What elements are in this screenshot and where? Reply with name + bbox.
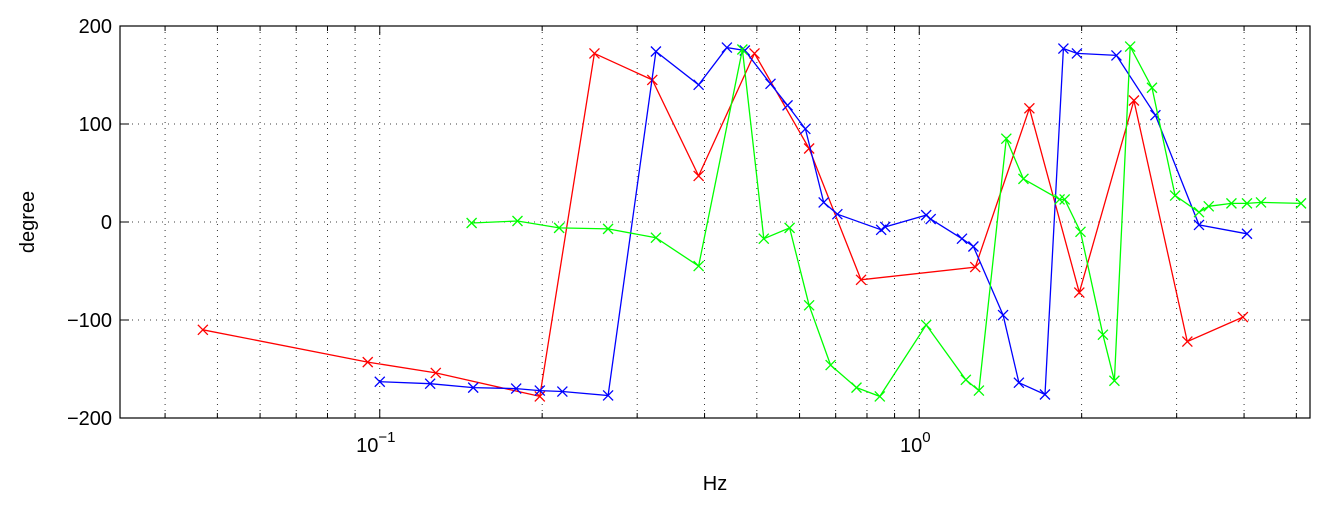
data-point: [1124, 41, 1136, 53]
data-point: [967, 241, 979, 252]
data-point: [650, 46, 662, 57]
data-point: [736, 44, 748, 55]
data-point: [1255, 196, 1267, 208]
data-point: [556, 386, 568, 397]
data-point: [1075, 226, 1086, 238]
data-point: [1057, 43, 1069, 54]
data-point: [1097, 329, 1109, 341]
series-2: [466, 41, 1307, 402]
data-point: [1059, 194, 1071, 205]
data-point: [374, 376, 386, 388]
data-point: [969, 261, 981, 273]
y-axis-label: degree: [17, 191, 39, 253]
data-point: [1128, 95, 1140, 106]
series-line: [202, 51, 1244, 398]
axis-ticks: [120, 25, 1310, 419]
data-point: [784, 222, 796, 234]
data-point: [997, 309, 1009, 321]
y-tick-label: 100: [79, 114, 112, 136]
data-point: [588, 47, 600, 59]
data-point: [782, 99, 794, 111]
data-point: [1017, 173, 1029, 185]
data-point: [693, 79, 705, 91]
y-tick-label: 200: [79, 16, 112, 38]
data-point: [855, 274, 867, 286]
data-point: [799, 123, 811, 135]
data-point: [1039, 389, 1051, 400]
data-point: [1237, 311, 1249, 323]
data-point: [602, 223, 614, 235]
x-tick-label: 100: [900, 429, 931, 457]
data-point: [1054, 194, 1066, 205]
y-tick-label: −200: [67, 408, 112, 430]
data-point: [758, 233, 770, 245]
series-line: [471, 44, 1302, 398]
data-point: [1108, 375, 1120, 387]
data-point: [749, 47, 760, 59]
data-point: [721, 42, 733, 54]
data-point: [960, 374, 972, 386]
data-point: [466, 217, 478, 229]
data-point: [1071, 47, 1083, 59]
data-point: [1013, 377, 1025, 389]
data-point: [925, 213, 937, 225]
data-point: [362, 356, 374, 368]
data-point: [1169, 190, 1181, 201]
data-point: [1295, 197, 1307, 209]
data-point: [803, 299, 815, 311]
data-point: [510, 383, 522, 395]
data-point: [1241, 197, 1253, 209]
data-point: [650, 232, 662, 244]
data-point: [825, 359, 837, 371]
data-point: [424, 378, 436, 390]
data-point: [803, 143, 815, 154]
data-point: [831, 208, 843, 220]
data-point: [1193, 206, 1205, 218]
data-point: [512, 215, 523, 227]
data-point: [920, 319, 932, 331]
data-point: [1203, 200, 1215, 212]
x-axis-label: Hz: [703, 473, 727, 495]
series-0: [197, 47, 1249, 402]
data-point: [1073, 287, 1085, 299]
data-point: [1193, 219, 1205, 231]
data-point: [602, 390, 614, 401]
series-layer: [197, 41, 1307, 402]
series-1: [374, 42, 1253, 401]
data-point: [765, 78, 776, 90]
data-point: [1146, 82, 1158, 94]
data-point: [1225, 197, 1237, 209]
data-point: [874, 390, 886, 402]
data-point: [693, 170, 705, 182]
data-point: [879, 221, 891, 233]
data-point: [1241, 228, 1253, 240]
data-point: [956, 233, 968, 245]
data-point: [1000, 133, 1012, 145]
data-point: [1181, 336, 1193, 348]
data-point: [818, 196, 830, 208]
tick-labels: 200 100 0 −100 −200 10−1 100: [67, 16, 931, 457]
y-tick-label: −100: [67, 310, 112, 332]
x-tick-label: 10−1: [356, 429, 395, 457]
data-point: [430, 367, 442, 379]
y-tick-label: 0: [101, 212, 112, 234]
data-point: [1023, 102, 1035, 114]
data-point: [197, 324, 209, 336]
data-point: [973, 385, 985, 397]
data-point: [467, 382, 479, 394]
data-point: [534, 385, 546, 397]
data-point: [851, 382, 862, 394]
data-point: [693, 260, 705, 272]
data-point: [553, 222, 565, 234]
data-point: [1110, 49, 1122, 61]
